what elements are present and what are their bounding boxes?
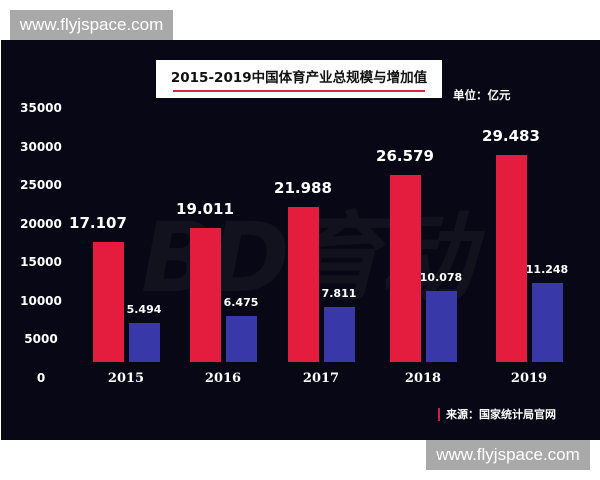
bar-added-value-2016 — [226, 316, 257, 362]
chart-panel: BD育动 2015-2019中国体育产业总规模与增加值 单位：亿元 350003… — [1, 40, 600, 440]
x-tick-label: 2018 — [404, 371, 442, 386]
y-tick-label: 35000 — [20, 101, 62, 115]
x-tick-label: 2016 — [204, 371, 242, 386]
y-tick-label: 30000 — [20, 139, 62, 154]
y-tick-label: 25000 — [20, 178, 62, 192]
x-tick-label: 2019 — [510, 371, 548, 386]
value-label-total: 26.579 — [376, 147, 434, 166]
bar-added-value-2019 — [532, 282, 563, 362]
value-label-added-value: 5.494 — [126, 303, 162, 317]
source-note: 来源：国家统计局官网 — [438, 408, 556, 421]
bar-added-value-2015 — [129, 323, 160, 362]
x-tick-label: 2015 — [107, 371, 145, 386]
chart-title: 2015-2019中国体育产业总规模与增加值 — [170, 70, 428, 86]
bar-added-value-2018 — [426, 291, 457, 362]
value-label-total: 19.011 — [176, 200, 234, 219]
bar-added-value-2017 — [324, 307, 355, 362]
bar-total-2017 — [288, 207, 319, 362]
title-box: 2015-2019中国体育产业总规模与增加值 — [156, 60, 442, 98]
bar-total-2015 — [93, 241, 124, 362]
value-label-added-value: 10.078 — [419, 271, 463, 285]
watermark-top: www.flyjspace.com — [10, 10, 173, 40]
value-label-added-value: 7.811 — [321, 287, 357, 301]
bar-total-2016 — [190, 228, 221, 362]
watermark-bottom: www.flyjspace.com — [426, 440, 590, 470]
value-label-added-value: 6.475 — [223, 296, 259, 310]
y-tick-label: 15000 — [20, 255, 62, 269]
x-tick-label: 2017 — [302, 371, 340, 386]
title-underline — [173, 90, 425, 92]
value-label-total: 17.107 — [69, 213, 127, 232]
value-label-total: 21.988 — [274, 179, 332, 198]
bar-total-2019 — [496, 154, 527, 362]
unit-label: 单位：亿元 — [453, 88, 511, 102]
y-tick-label: 10000 — [20, 293, 62, 308]
value-label-total: 29.483 — [482, 126, 540, 145]
value-label-added-value: 11.248 — [525, 262, 569, 276]
y-tick-label: 5000 — [24, 332, 58, 346]
y-tick-label: 20000 — [20, 216, 62, 231]
y-tick-label: 0 — [36, 370, 46, 385]
bar-total-2018 — [390, 175, 421, 362]
